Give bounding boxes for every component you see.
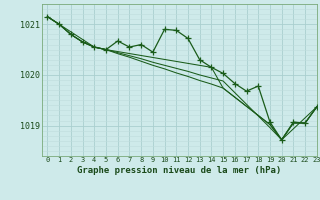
- X-axis label: Graphe pression niveau de la mer (hPa): Graphe pression niveau de la mer (hPa): [77, 166, 281, 175]
